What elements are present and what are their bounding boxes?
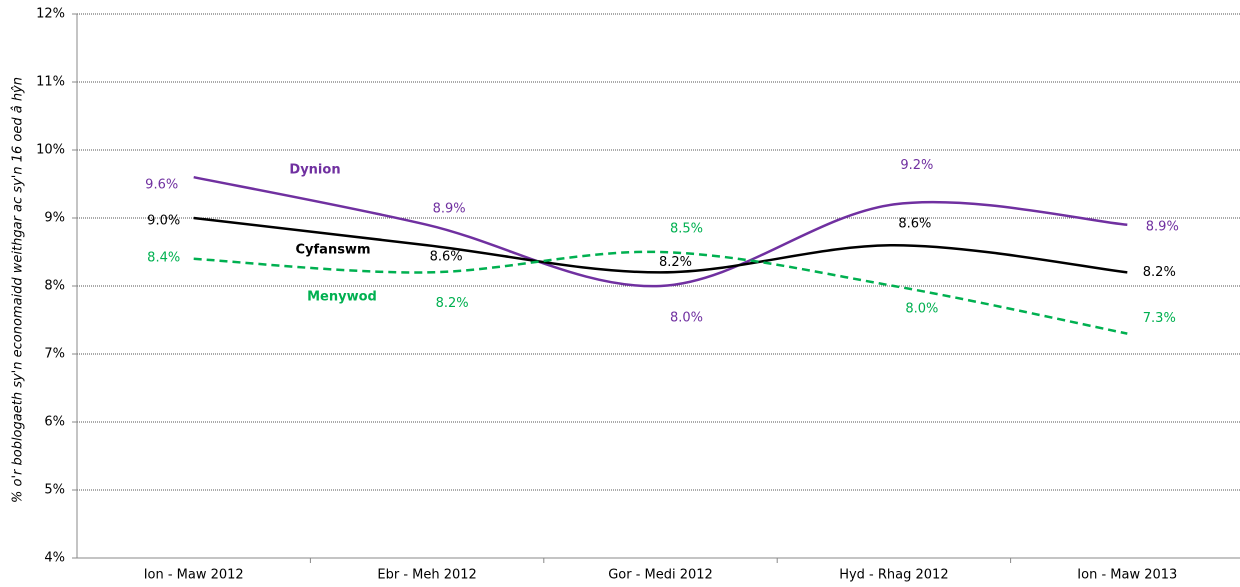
x-tick-label: Hyd - Rhag 2012 (839, 568, 948, 583)
data-label: 9.2% (900, 158, 933, 173)
data-label: 8.6% (430, 250, 463, 265)
y-tick-label: 5% (44, 483, 65, 498)
data-label: 8.4% (147, 250, 180, 265)
data-label: 8.6% (898, 217, 931, 232)
y-tick-label: 11% (36, 75, 65, 90)
y-tick-label: 8% (44, 279, 65, 294)
series-line (193, 175, 1128, 288)
y-tick-label: 4% (44, 551, 65, 566)
x-tick-label: Ebr - Meh 2012 (377, 568, 476, 583)
data-label: 8.0% (670, 311, 703, 326)
y-tick-label: 6% (44, 415, 65, 430)
data-label: 9.6% (145, 178, 178, 193)
x-tick-label: Gor - Medi 2012 (608, 568, 713, 583)
y-tick-label: 12% (36, 7, 65, 22)
data-label: 8.2% (1143, 265, 1176, 280)
data-label: 8.9% (433, 201, 466, 216)
series-label: Menywod (307, 290, 377, 305)
data-label: 8.0% (905, 302, 938, 317)
y-tick-label: 9% (44, 211, 65, 226)
y-tick-label: 10% (36, 143, 65, 158)
data-label: 9.0% (147, 214, 180, 229)
data-label: 8.2% (659, 255, 692, 270)
series-label: Dynion (289, 163, 340, 178)
data-label: 7.3% (1143, 311, 1176, 326)
data-label: 8.5% (670, 222, 703, 237)
data-label: 8.9% (1146, 219, 1179, 234)
y-axis-title: % o'r boblogaeth sy'n economaidd weithga… (11, 77, 26, 503)
x-tick-label: Ion - Maw 2012 (144, 568, 244, 583)
x-tick-label: Ion - Maw 2013 (1077, 568, 1177, 583)
series-label: Cyfanswm (296, 243, 371, 258)
data-label: 8.2% (436, 296, 469, 311)
series-line (193, 250, 1128, 335)
y-tick-label: 7% (44, 347, 65, 362)
series-line (193, 216, 1128, 274)
